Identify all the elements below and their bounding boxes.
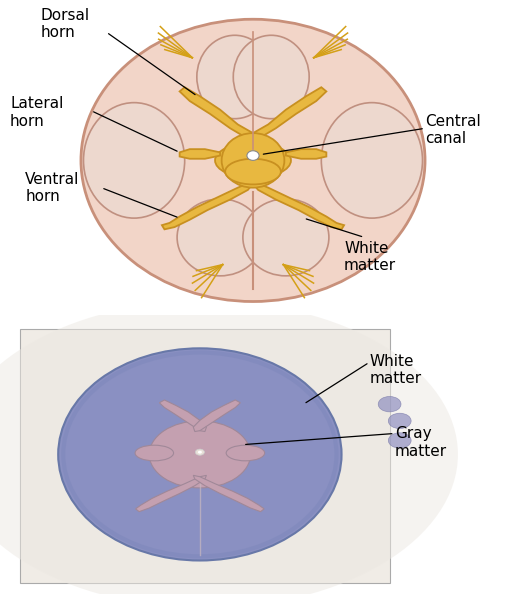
Ellipse shape xyxy=(246,151,259,160)
Text: White
matter: White matter xyxy=(343,241,395,273)
Ellipse shape xyxy=(135,445,173,461)
Ellipse shape xyxy=(149,421,250,488)
Polygon shape xyxy=(179,87,252,138)
Text: Ventral
horn: Ventral horn xyxy=(25,172,79,204)
Ellipse shape xyxy=(0,301,457,594)
Ellipse shape xyxy=(226,445,264,461)
Polygon shape xyxy=(162,181,252,229)
Polygon shape xyxy=(193,475,264,511)
Ellipse shape xyxy=(221,133,284,188)
Polygon shape xyxy=(193,400,240,431)
Ellipse shape xyxy=(195,449,204,455)
FancyBboxPatch shape xyxy=(20,329,389,583)
Text: Gray
matter: Gray matter xyxy=(394,426,446,459)
Polygon shape xyxy=(252,87,326,138)
Ellipse shape xyxy=(177,199,263,276)
Ellipse shape xyxy=(378,396,400,412)
Ellipse shape xyxy=(83,103,184,218)
Ellipse shape xyxy=(215,143,290,178)
Text: White
matter: White matter xyxy=(369,354,421,386)
Ellipse shape xyxy=(242,199,328,276)
Ellipse shape xyxy=(321,103,422,218)
Text: Central
canal: Central canal xyxy=(424,114,480,146)
Ellipse shape xyxy=(233,35,309,119)
Ellipse shape xyxy=(388,413,410,429)
Text: Lateral
horn: Lateral horn xyxy=(10,96,63,129)
Polygon shape xyxy=(179,149,220,159)
Ellipse shape xyxy=(58,348,341,561)
Text: Dorsal
horn: Dorsal horn xyxy=(40,8,89,40)
Ellipse shape xyxy=(225,159,280,184)
Ellipse shape xyxy=(81,19,424,302)
Ellipse shape xyxy=(388,433,410,448)
Polygon shape xyxy=(285,149,326,159)
Polygon shape xyxy=(135,475,206,511)
Ellipse shape xyxy=(196,35,272,119)
Polygon shape xyxy=(252,181,343,229)
Ellipse shape xyxy=(197,451,201,454)
Polygon shape xyxy=(159,400,206,431)
